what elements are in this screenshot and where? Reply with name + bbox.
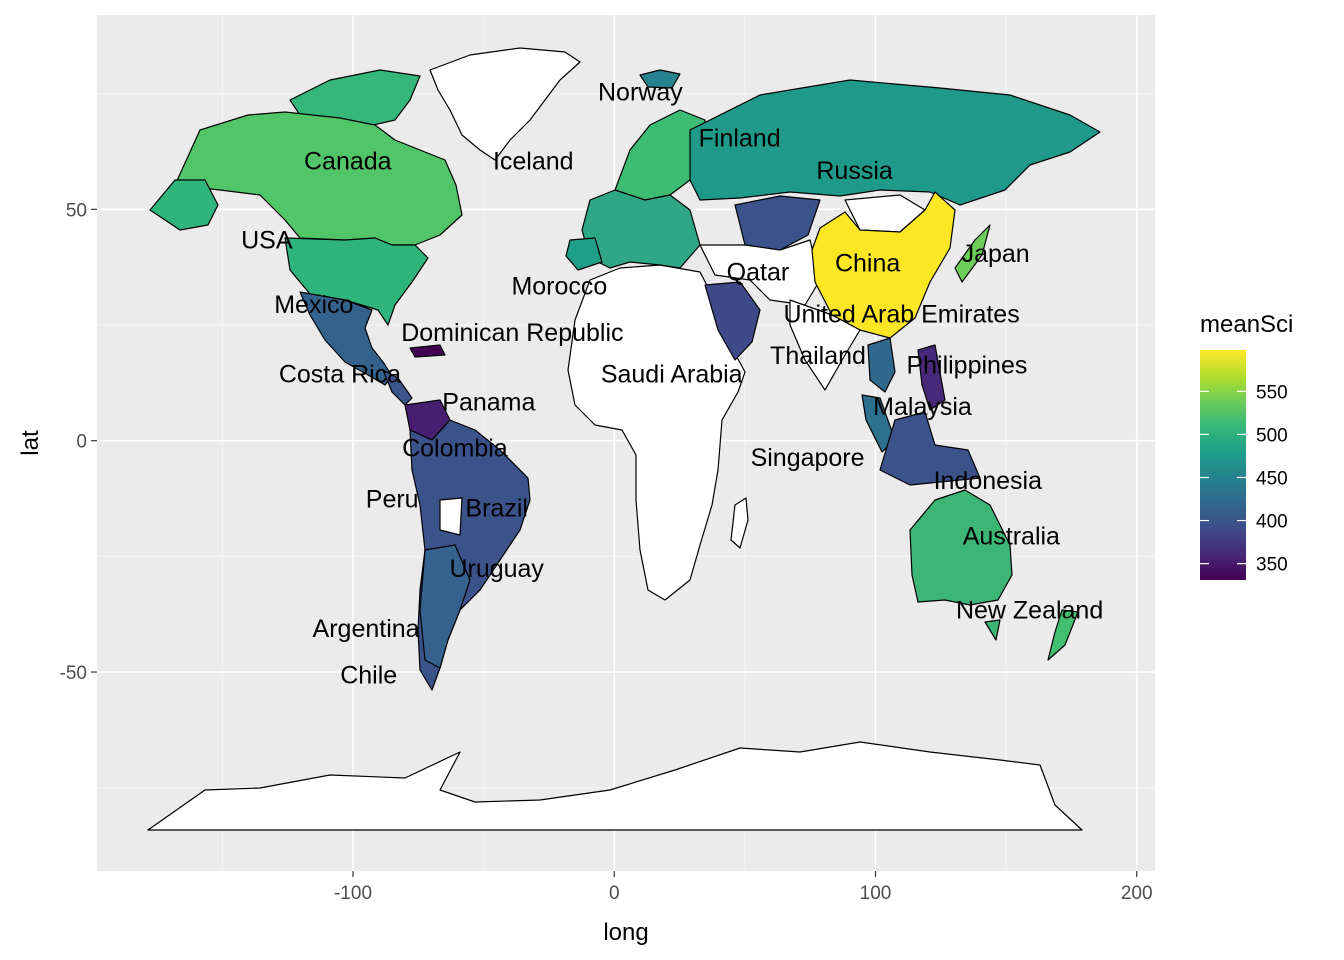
southeast-asia-shape	[867, 337, 896, 393]
canada-shape	[174, 111, 463, 246]
russia-shape	[689, 79, 1101, 206]
country-label-25: Uruguay	[449, 555, 544, 583]
country-label-27: Argentina	[313, 615, 420, 643]
x-tick-label-1: 0	[609, 883, 620, 904]
iberia-shape	[565, 237, 603, 271]
country-label-23: Brazil	[465, 495, 528, 523]
country-label-26: New Zealand	[956, 596, 1103, 624]
china-shape	[811, 191, 956, 339]
alaska-shape	[149, 179, 219, 231]
country-label-14: Philippines	[906, 351, 1027, 379]
svalbard-shape	[639, 69, 681, 89]
india-nodata-shape	[789, 299, 861, 391]
country-label-11: United Arab Emirates	[783, 300, 1019, 328]
country-labels: Norway Finland Iceland Canada Russia USA China…	[241, 78, 1103, 689]
x-tick-label-2: 100	[860, 883, 892, 904]
country-label-7: Japan	[962, 240, 1030, 268]
madagascar-shape	[730, 497, 749, 549]
saudi-arabia-shape	[704, 281, 761, 361]
country-label-19: Colombia	[402, 435, 508, 463]
country-label-2: Iceland	[493, 148, 574, 176]
country-label-0: Norway	[598, 78, 683, 106]
country-label-10: Mexico	[274, 291, 353, 319]
legend-label-1: 500	[1256, 425, 1288, 446]
central-america-shape	[382, 369, 413, 406]
country-label-3: Canada	[304, 148, 392, 176]
antarctica-shape	[147, 741, 1083, 831]
legend-ticks: 550 500 450 400 350	[1200, 382, 1288, 576]
country-label-16: Saudi Arabia	[601, 361, 743, 389]
legend-label-4: 350	[1256, 555, 1288, 576]
country-label-12: Dominican Republic	[401, 319, 623, 347]
legend-title: meanSci	[1200, 311, 1293, 338]
tasmania-shape	[984, 619, 1001, 641]
x-tick-label-3: 200	[1121, 883, 1153, 904]
country-label-18: Malaysia	[873, 393, 972, 421]
country-label-9: Morocco	[511, 273, 607, 301]
axes: -100 0 100 200 -50 0 50	[60, 200, 1153, 904]
country-label-22: Peru	[366, 485, 419, 513]
new-zealand-shape	[1047, 609, 1079, 661]
country-label-21: Indonesia	[934, 467, 1043, 495]
australia-shape	[909, 489, 1013, 606]
middle-east-nodata-shape	[699, 239, 821, 306]
legend-label-2: 450	[1256, 468, 1288, 489]
country-label-1: Finland	[699, 125, 781, 153]
y-tick-label-0: -50	[60, 663, 87, 684]
south-america-nodata-shape	[439, 497, 463, 536]
y-tick-label-1: 0	[76, 432, 87, 453]
legend: meanSci 550 500 450 400 350	[1200, 311, 1293, 580]
country-label-20: Singapore	[751, 444, 865, 472]
greenland-shape	[429, 47, 581, 161]
country-label-28: Chile	[340, 661, 397, 689]
country-label-5: USA	[241, 226, 293, 254]
x-tick-label-0: -100	[334, 883, 372, 904]
legend-label-3: 400	[1256, 512, 1288, 533]
y-axis-title: lat	[17, 430, 44, 456]
country-label-15: Costa Rica	[279, 361, 401, 389]
indonesia-shape	[879, 411, 981, 486]
country-label-24: Australia	[963, 522, 1060, 550]
argentina-shape	[419, 544, 471, 669]
japan-shape	[954, 224, 991, 283]
country-label-17: Panama	[442, 388, 535, 416]
y-tick-label-2: 50	[66, 200, 87, 221]
philippines-shape	[917, 344, 946, 411]
country-label-6: China	[835, 249, 900, 277]
landmasses	[147, 47, 1101, 831]
caribbean-shape	[409, 344, 446, 358]
country-label-13: Thailand	[770, 342, 866, 370]
legend-label-0: 550	[1256, 382, 1288, 403]
legend-colorbar	[1200, 350, 1246, 580]
country-label-4: Russia	[816, 157, 893, 185]
country-label-8: Qatar	[727, 259, 790, 287]
x-axis-title: long	[603, 919, 648, 946]
